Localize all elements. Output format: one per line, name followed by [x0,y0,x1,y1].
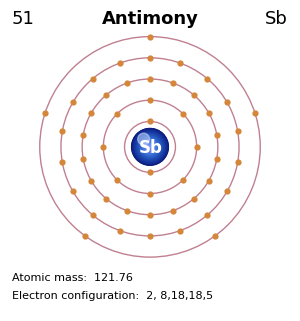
Circle shape [148,145,152,149]
Circle shape [142,139,158,155]
Circle shape [133,130,167,164]
Circle shape [142,139,158,155]
Circle shape [135,132,165,161]
Circle shape [145,141,155,152]
Text: 51: 51 [12,10,35,28]
Circle shape [148,145,152,148]
Circle shape [133,130,167,164]
Circle shape [149,146,151,148]
Text: Electron configuration:  2, 8,18,18,5: Electron configuration: 2, 8,18,18,5 [12,291,213,300]
Circle shape [146,142,154,152]
Circle shape [149,146,151,148]
Circle shape [141,138,159,156]
Circle shape [134,131,166,163]
Circle shape [134,130,166,163]
Circle shape [140,137,160,157]
Circle shape [140,136,160,157]
Circle shape [138,133,150,145]
Circle shape [138,135,162,159]
Circle shape [138,135,162,159]
Circle shape [132,128,168,165]
Circle shape [139,136,161,158]
Circle shape [147,143,153,150]
Circle shape [145,142,155,152]
Circle shape [143,140,157,153]
Circle shape [137,134,163,160]
Text: Sb: Sb [139,139,163,157]
Circle shape [132,129,168,165]
Circle shape [148,144,152,149]
Circle shape [144,141,156,153]
Circle shape [146,143,154,151]
Circle shape [133,130,167,164]
Circle shape [147,143,153,150]
Circle shape [142,140,158,154]
Circle shape [148,145,152,149]
Circle shape [146,143,154,151]
Circle shape [140,136,160,157]
Text: Atomic mass:  121.76: Atomic mass: 121.76 [12,273,133,283]
Circle shape [148,145,152,149]
Circle shape [134,131,166,162]
Circle shape [136,133,164,161]
Circle shape [132,129,168,165]
Circle shape [135,132,165,162]
Circle shape [139,136,161,158]
Circle shape [138,135,162,159]
Circle shape [147,144,153,150]
Circle shape [136,133,164,161]
Circle shape [133,129,167,164]
Circle shape [144,141,156,153]
Circle shape [137,134,163,160]
Circle shape [135,132,165,162]
Circle shape [148,144,152,149]
Circle shape [132,129,168,165]
Circle shape [140,137,160,157]
Circle shape [142,139,158,155]
Circle shape [149,146,151,148]
Circle shape [137,134,163,160]
Circle shape [141,138,159,156]
Circle shape [134,131,166,163]
Circle shape [146,143,154,151]
Circle shape [136,133,164,160]
Circle shape [135,132,165,162]
Circle shape [139,135,161,158]
Circle shape [137,134,163,160]
Circle shape [147,144,153,150]
Circle shape [149,146,151,147]
Circle shape [142,139,158,154]
Text: alamy  · 2GX7F8C: alamy · 2GX7F8C [116,309,184,318]
Circle shape [136,133,164,160]
Circle shape [134,131,166,163]
Text: Sb: Sb [265,10,288,28]
Circle shape [139,135,161,158]
Circle shape [140,137,160,157]
Circle shape [143,140,157,154]
Circle shape [144,141,156,152]
Circle shape [145,142,155,152]
Circle shape [145,142,155,152]
Text: Antimony: Antimony [102,10,198,28]
Circle shape [141,137,159,156]
Circle shape [143,140,157,154]
Circle shape [146,143,154,151]
Circle shape [142,138,158,155]
Circle shape [141,138,159,156]
Circle shape [138,134,162,159]
Circle shape [136,132,164,161]
Circle shape [144,140,156,153]
